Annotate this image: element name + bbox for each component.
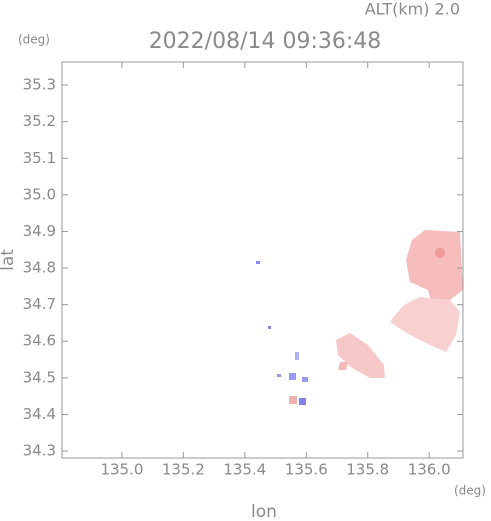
chart-title: 2022/08/14 09:36:48 [149, 29, 382, 54]
x-tick-label: 136.0 [408, 461, 451, 479]
y-tick-label: 34.9 [23, 222, 56, 240]
x-unit: (deg) [454, 484, 486, 498]
y-tick-label: 34.3 [23, 442, 56, 460]
echo [302, 377, 308, 382]
echo [336, 333, 385, 378]
echo [406, 230, 463, 305]
y-tick-label: 35.3 [23, 76, 56, 94]
echo [289, 373, 296, 380]
echo [277, 374, 281, 377]
x-tick-label: 135.4 [223, 461, 266, 479]
y-tick-label: 35.2 [23, 112, 56, 130]
y-tick-label: 34.7 [23, 295, 56, 313]
echo [268, 326, 271, 329]
y-tick-label: 34.4 [23, 405, 56, 423]
echoes [256, 230, 463, 405]
echo [338, 362, 348, 370]
y-unit: (deg) [18, 33, 50, 47]
plot-frame [61, 61, 464, 459]
altitude-label: ALT(km) 2.0 [365, 0, 460, 19]
echo [299, 398, 306, 405]
y-tick-label: 35.0 [23, 185, 56, 203]
x-tick-label: 135.0 [100, 461, 143, 479]
x-tick-label: 135.2 [162, 461, 205, 479]
echo [435, 248, 445, 258]
y-axis-label: lat [0, 249, 18, 271]
y-tick-label: 34.8 [23, 259, 56, 277]
y-tick-label: 34.6 [23, 332, 56, 350]
echo [256, 261, 260, 264]
x-tick-label: 135.8 [346, 461, 389, 479]
x-axis-label: lon [251, 502, 277, 521]
echo [295, 352, 299, 360]
echo [390, 297, 460, 352]
echo [289, 396, 297, 404]
y-tick-label: 34.5 [23, 368, 56, 386]
x-tick-label: 135.6 [285, 461, 328, 479]
y-tick-label: 35.1 [23, 149, 56, 167]
